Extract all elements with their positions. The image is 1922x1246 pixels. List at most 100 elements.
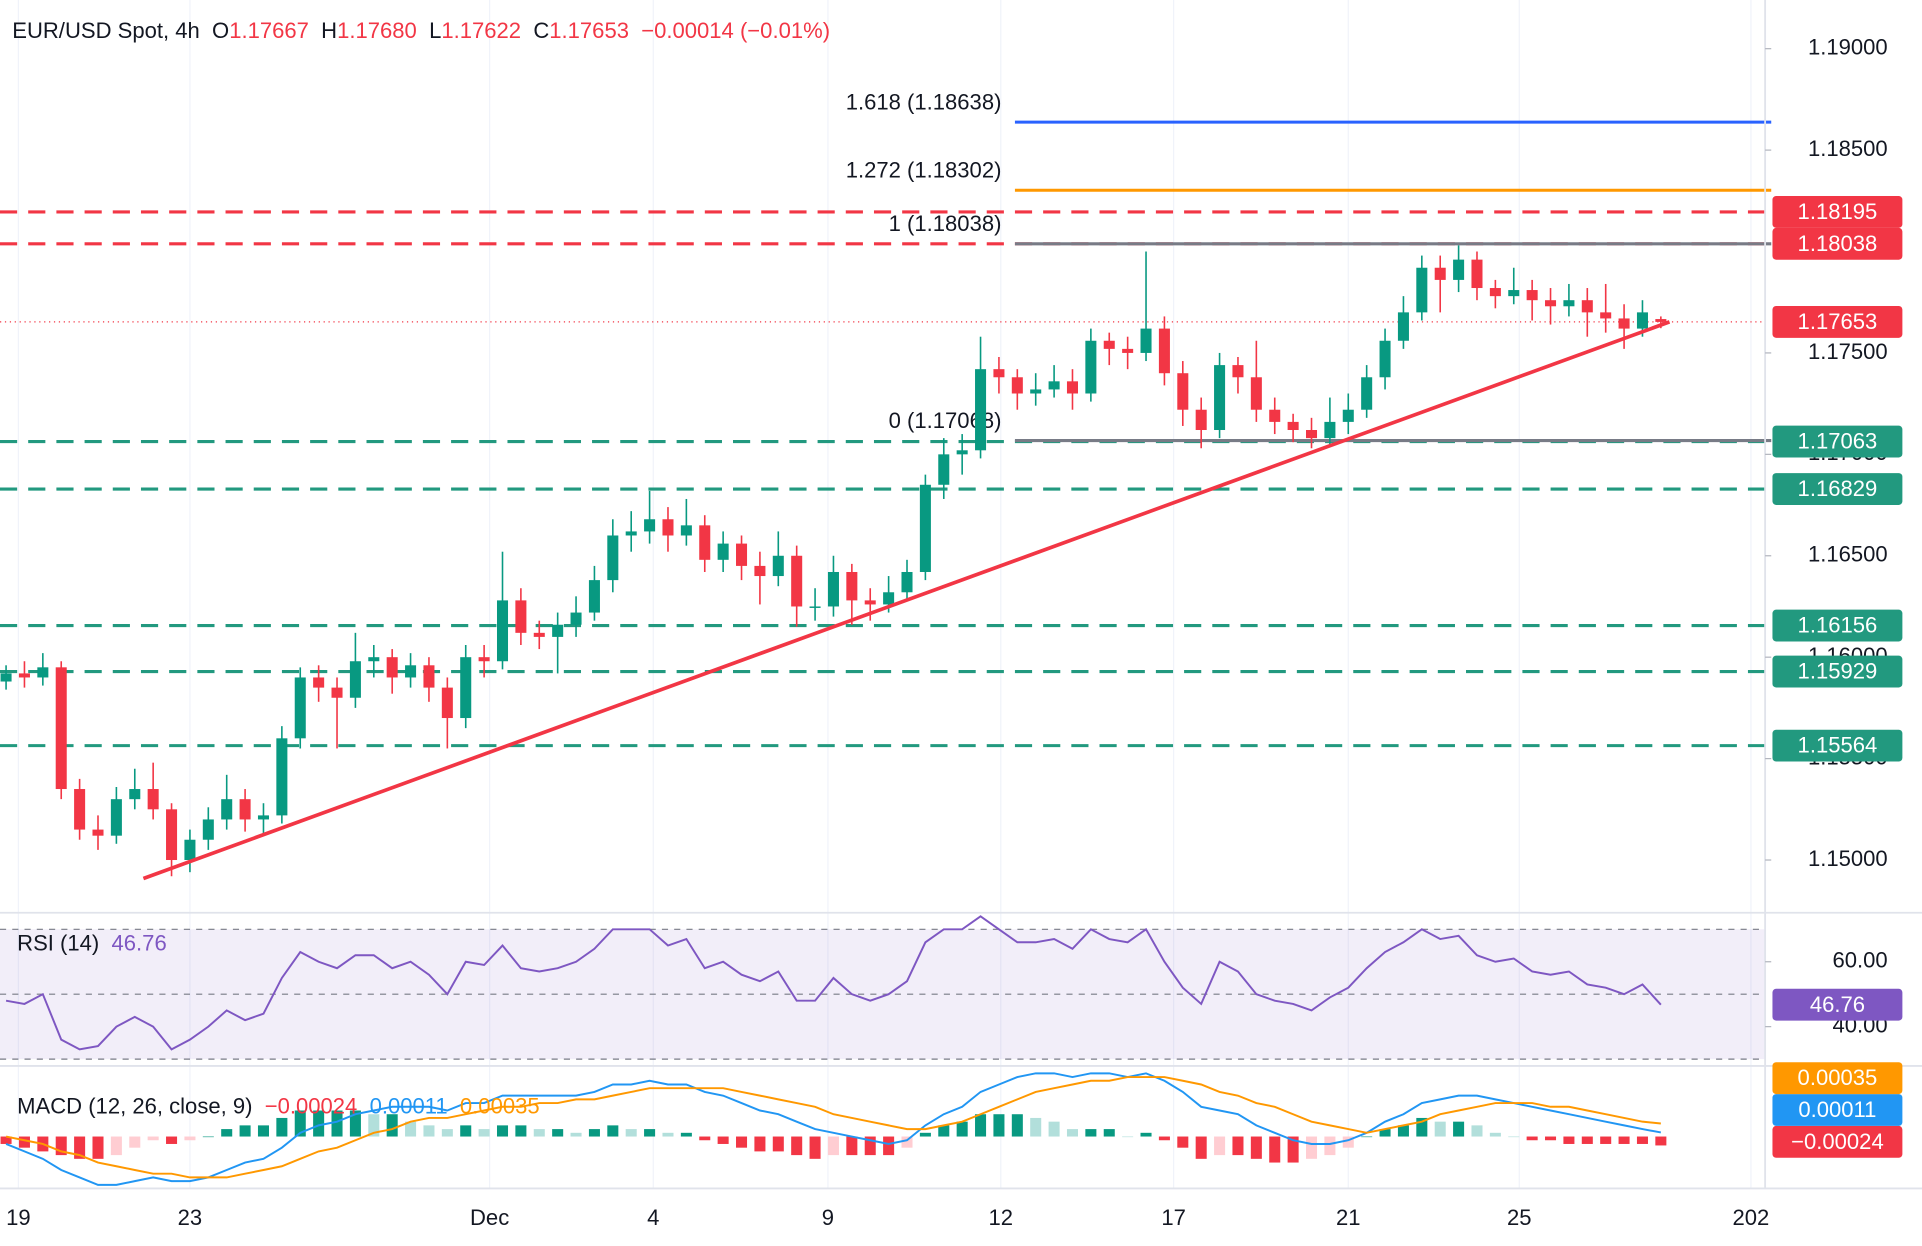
macd-histogram-bar (625, 1129, 637, 1137)
candle-body (1011, 377, 1023, 394)
candle-body (147, 789, 159, 810)
candle-body (1618, 318, 1630, 329)
macd-histogram-bar (0, 1136, 12, 1144)
level-tag-label: 1.16156 (1798, 613, 1878, 638)
price-change: −0.00014 (−0.01%) (641, 18, 830, 43)
rsi-tag-label: 46.76 (1810, 992, 1865, 1017)
fib-label: 1.272 (1.18302) (846, 158, 1002, 183)
candle-body (478, 657, 490, 662)
level-tag (1772, 425, 1903, 458)
candle-body (1342, 409, 1354, 422)
candle-body (257, 815, 269, 820)
macd-histogram-bar (1232, 1136, 1244, 1156)
macd-histogram-bar (791, 1136, 803, 1156)
ohlc-value: 1.17653 (549, 18, 629, 43)
macd-histogram-bar (1508, 1136, 1520, 1138)
macd-histogram-bar (754, 1136, 766, 1152)
candle-body (736, 543, 748, 566)
candle-body (1066, 381, 1078, 394)
macd-histogram-bar (1526, 1136, 1538, 1141)
candle-body (1122, 348, 1134, 353)
price-tag-label: 1.17653 (1798, 309, 1878, 334)
y-tick-label: 60.00 (1832, 948, 1887, 973)
macd-histogram-bar (1471, 1125, 1483, 1137)
candle-body (1048, 381, 1060, 390)
macd-histogram-bar (1250, 1136, 1262, 1159)
macd-histogram-bar (699, 1136, 711, 1141)
macd-histogram-bar (1324, 1136, 1336, 1156)
macd-histogram-bar (809, 1136, 821, 1159)
macd-histogram-bar (1563, 1136, 1575, 1144)
macd-tag (1772, 1062, 1903, 1095)
macd-value: 0.00035 (460, 1093, 540, 1118)
candle-body (883, 592, 895, 605)
candle-body (1636, 312, 1648, 329)
macd-histogram-bar (368, 1114, 380, 1137)
macd-histogram-bar (1416, 1117, 1428, 1137)
candle-body (680, 525, 692, 536)
macd-tag (1772, 1125, 1903, 1158)
macd-histogram-bar (313, 1110, 325, 1137)
symbol-title: EUR/USD Spot, 4h (12, 18, 200, 43)
macd-histogram-bar (1066, 1129, 1078, 1137)
rsi-tag (1772, 988, 1903, 1021)
candle-body (1158, 328, 1170, 374)
candle-body (1195, 409, 1207, 431)
candle-body (515, 600, 527, 633)
level-tag (1772, 655, 1903, 688)
macd-histogram-bar (588, 1129, 600, 1137)
macd-histogram-bar (1158, 1136, 1170, 1141)
level-tag (1772, 196, 1903, 228)
candle-body (202, 819, 214, 840)
candle-body (55, 667, 67, 790)
macd-histogram-bar (166, 1136, 178, 1144)
x-tick-label: 4 (647, 1205, 659, 1230)
macd-histogram-bar (717, 1136, 729, 1144)
macd-histogram-bar (55, 1136, 67, 1156)
candle-body (1103, 340, 1115, 349)
ohlc-value: 1.17622 (441, 18, 521, 43)
symbol-header: EUR/USD Spot, 4h O1.17667 H1.17680 L1.17622… (12, 18, 830, 43)
y-tick-label: 1.19000 (1808, 35, 1888, 60)
candle-body (791, 555, 803, 607)
ohlc-key: L (429, 18, 441, 43)
candle-body (92, 829, 104, 836)
macd-histogram-bar (1434, 1121, 1446, 1137)
candle-body (625, 531, 637, 536)
rsi-value: 46.76 (112, 930, 167, 955)
macd-histogram-bar (257, 1125, 269, 1137)
candle-body (239, 799, 251, 820)
candle-body (717, 543, 729, 560)
macd-histogram-bar (1305, 1136, 1318, 1159)
macd-histogram-bar (1214, 1136, 1226, 1156)
macd-histogram-bar (1195, 1136, 1207, 1159)
macd-histogram-bar (276, 1117, 288, 1137)
candle-body (1563, 300, 1575, 307)
x-tick-label: Dec (470, 1205, 509, 1230)
macd-histogram-bar (129, 1136, 141, 1148)
candle-body (1232, 365, 1244, 378)
macd-histogram-bar (644, 1129, 656, 1137)
macd-histogram-bar (883, 1136, 895, 1156)
candle-body (552, 624, 564, 637)
candle-body (1305, 430, 1318, 439)
candle-body (276, 738, 288, 816)
ohlc-value: 1.17667 (229, 18, 309, 43)
candle-body (1287, 421, 1299, 431)
macd-histogram-bar (1397, 1125, 1409, 1137)
candle-body (533, 632, 545, 637)
macd-value: −0.00024 (265, 1093, 358, 1118)
candle-body (1140, 328, 1152, 353)
macd-histogram-bar (1581, 1136, 1593, 1144)
rsi-header: RSI (14) 46.76 (17, 930, 167, 955)
macd-header: MACD (12, 26, close, 9) −0.00024 0.00011 0.… (17, 1093, 539, 1118)
candle-body (331, 687, 343, 698)
candle-body (1581, 300, 1593, 313)
candle-body (1434, 267, 1446, 280)
macd-histogram-bar (147, 1136, 159, 1141)
candle-body (919, 484, 931, 572)
macd-histogram-bar (901, 1136, 913, 1148)
candle-body (1416, 267, 1428, 313)
level-tag (1772, 473, 1903, 505)
